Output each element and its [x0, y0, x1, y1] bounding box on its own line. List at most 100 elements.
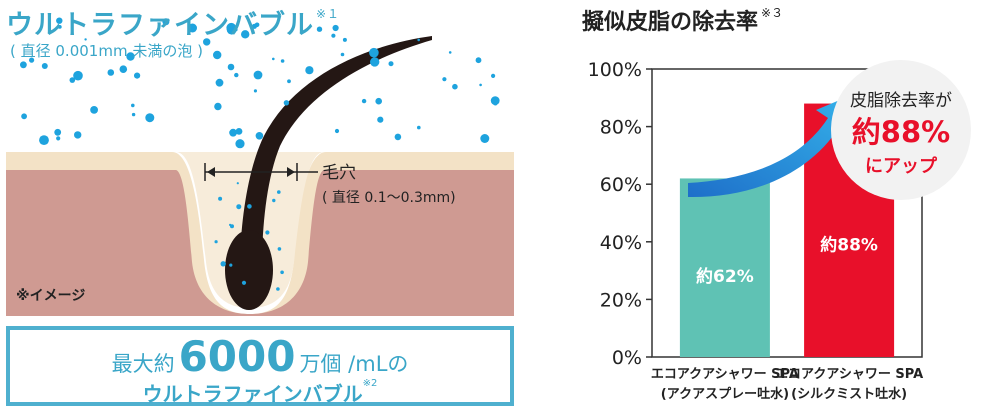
- bubble-dot: [234, 72, 239, 78]
- bubble-dot: [491, 73, 496, 78]
- bubble-dot: [226, 22, 237, 33]
- bubble-dot: [479, 83, 482, 87]
- bubble-dot: [305, 66, 314, 75]
- bubble-dot: [131, 112, 136, 117]
- bubble-dot: [69, 77, 76, 83]
- y-tick-label: 40%: [600, 232, 642, 254]
- bubble-dot: [229, 263, 233, 267]
- bubble-dot: [57, 25, 62, 29]
- pore-label: 毛穴: [322, 163, 356, 183]
- bubble-dot: [215, 78, 224, 87]
- callout-line1: 皮脂除去率が: [850, 91, 952, 111]
- bubble-count-line: 最大約6000 万個 /mLの: [10, 336, 510, 378]
- bubble-dot: [241, 30, 250, 39]
- bubble-dot: [388, 61, 394, 67]
- bubble-dot: [119, 65, 128, 73]
- y-tick-label: 0%: [612, 347, 642, 369]
- bubble-count-box: 最大約6000 万個 /mLの ウルトラファインバブル※2: [6, 326, 514, 406]
- bubble-dot: [29, 57, 35, 63]
- hair-bulb: [225, 230, 273, 310]
- bubble-dot: [493, 101, 498, 106]
- bubble-dot: [84, 38, 87, 41]
- bubble-dot: [235, 139, 245, 149]
- bubble-dot: [331, 33, 336, 38]
- bubble-dot: [203, 38, 211, 46]
- x-axis-labels: エコアクアシャワー SPA (アクアスプレー吐水) エコアクアシャワー SPA (シル…: [651, 367, 923, 402]
- bubble-dot: [490, 96, 500, 105]
- bubble-dot: [220, 261, 226, 267]
- y-tick-label: 60%: [600, 174, 642, 196]
- ufb-title-note: ※１: [316, 7, 341, 21]
- bubble-dot: [442, 77, 447, 82]
- bubble-dot: [277, 247, 282, 251]
- pore-width-arrow-right: [287, 167, 295, 177]
- bubble-dot: [20, 61, 27, 69]
- count-number: 6000: [178, 332, 296, 381]
- bubble-dot: [452, 83, 458, 90]
- bubble-dot: [241, 280, 247, 285]
- sebum-removal-chart: 0% 20% 40% 60% 80% 100% 約62% 約88% エコアクアシャワー SP…: [588, 59, 971, 402]
- pore-width-arrow-left: [207, 167, 215, 177]
- bar-value-label: 約62%: [696, 266, 754, 287]
- callout-line2: 約88%: [852, 115, 950, 149]
- bubble-dot: [361, 98, 367, 104]
- bubble-dot: [265, 230, 270, 235]
- chart-title-note: ※３: [761, 6, 784, 20]
- bubble-dot: [236, 182, 239, 185]
- bubble-dots: [20, 17, 500, 291]
- bubble-dot: [54, 128, 62, 136]
- bubble-dot: [334, 128, 340, 134]
- bubble-dot: [134, 72, 141, 79]
- bubble-dot: [475, 57, 482, 64]
- bubble-dot: [251, 23, 257, 29]
- bubble-dot: [214, 240, 218, 244]
- bubble-dot: [56, 17, 63, 24]
- bubble-dot: [39, 135, 49, 146]
- bubble-dot: [280, 59, 285, 63]
- pore-illustration: [6, 17, 514, 316]
- y-tick-label: 20%: [600, 289, 642, 311]
- callout-line3: にアップ: [865, 155, 938, 177]
- bubble-dot: [90, 106, 98, 114]
- bubble-dot: [272, 198, 276, 203]
- x-tick-label: (シルクミスト吐水): [791, 386, 907, 402]
- count-line2-note: ※2: [362, 378, 378, 389]
- bubble-dot: [280, 270, 284, 275]
- bubble-dot: [480, 134, 490, 143]
- bubble-dot: [253, 70, 263, 80]
- bubble-dot: [316, 26, 323, 32]
- bubble-dot: [375, 97, 383, 105]
- bubble-dot: [162, 18, 170, 26]
- bubble-dot: [394, 133, 402, 141]
- bubble-dot: [21, 113, 27, 120]
- bubble-dot: [247, 204, 252, 209]
- bubble-dot: [218, 196, 223, 201]
- count-suffix: 万個 /mLの: [299, 352, 409, 376]
- bar-value-label: 約88%: [820, 235, 878, 256]
- callout-bubble: [831, 60, 971, 200]
- bubble-dot: [287, 79, 291, 84]
- y-tick-label: 80%: [600, 117, 642, 139]
- bubble-dot: [276, 287, 280, 291]
- bubble-dot: [236, 204, 242, 210]
- count-line2: ウルトラファインバブル※2: [142, 378, 378, 406]
- bubble-dot: [188, 23, 197, 33]
- image-note: ※イメージ: [16, 288, 86, 304]
- bubble-dot: [213, 50, 222, 60]
- bubble-dot: [377, 116, 384, 123]
- ufb-subtitle: ( 直径 0.001mm 未満の泡 ): [10, 42, 203, 60]
- ufb-title: ウルトラファインバブル ※１: [6, 7, 341, 41]
- bar: [679, 178, 770, 357]
- bubble-dot: [417, 38, 421, 42]
- ultrafine-bubble-panel: ウルトラファインバブル ※１ ( 直径 0.001mm 未満の泡 ) 毛穴 ( 直…: [6, 7, 514, 406]
- skin-inner-layer: [6, 170, 514, 316]
- bubble-dot: [229, 223, 232, 226]
- bubble-dot: [214, 102, 222, 111]
- bubble-dot: [253, 89, 257, 93]
- x-tick-label: エコアクアシャワー SPA: [651, 367, 799, 382]
- plot-frame: [651, 68, 923, 358]
- bubble-dot: [235, 127, 243, 135]
- bubble-dot: [107, 69, 115, 76]
- count-prefix: 最大約: [111, 352, 175, 376]
- bubble-dot: [340, 52, 345, 57]
